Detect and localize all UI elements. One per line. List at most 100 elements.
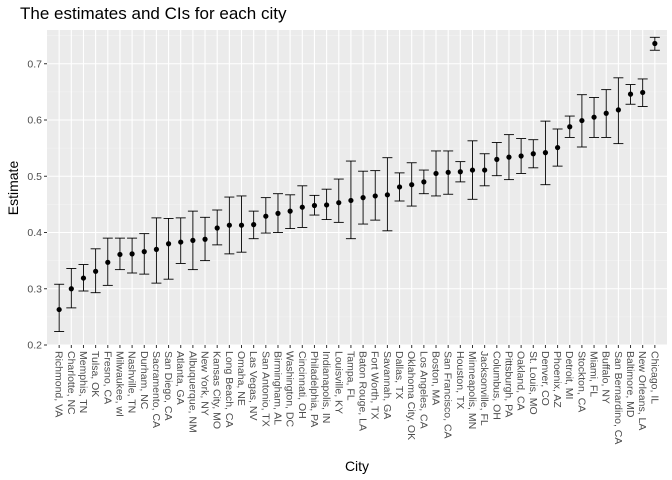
plot-panel [47, 30, 667, 345]
x-tick-label: Birmingham, AL [271, 351, 283, 425]
estimate-point [494, 156, 500, 162]
x-tick-label: Buffalo, NY [600, 351, 612, 404]
estimate-point [396, 184, 403, 190]
x-tick-label: Albuquerque, NM [186, 351, 198, 433]
estimate-point [652, 40, 658, 47]
estimate-point [311, 202, 318, 209]
x-tick-label: Stockton, CA [575, 351, 587, 412]
estimate-point [299, 204, 305, 210]
x-tick-label: Charlotte, NC [65, 351, 77, 415]
estimate-point [469, 167, 476, 173]
estimate-point [542, 150, 549, 156]
estimate-point [640, 89, 646, 96]
estimate-point [554, 144, 561, 151]
estimate-point [251, 222, 257, 228]
estimate-point [56, 306, 62, 313]
estimate-point [384, 192, 390, 198]
x-tick-label: St. Louis, MO [527, 351, 539, 415]
y-tick-label: 0.2 [27, 340, 42, 352]
x-tick-label: Dallas, TX [393, 351, 405, 399]
estimate-point [482, 167, 488, 173]
y-axis-title: Estimate [5, 161, 21, 216]
estimate-point [591, 114, 597, 120]
x-tick-label: Long Beach, CA [223, 351, 235, 427]
estimate-point [579, 117, 585, 124]
x-tick-label: Boston, MA [430, 351, 442, 405]
x-tick-label: Indianapolis, IN [320, 351, 332, 423]
estimate-point [506, 154, 512, 160]
estimate-point [93, 268, 99, 274]
estimate-point [165, 241, 172, 247]
estimate-point [360, 195, 366, 201]
x-tick-label: Fresno, CA [101, 351, 113, 404]
y-axis: 0.2 0.3 0.4 0.5 0.6 0.7 [27, 58, 47, 352]
x-tick-label: Oakland, CA [515, 351, 527, 411]
x-tick-label: Savannah, GA [381, 351, 393, 419]
x-tick-label: Cincinnati, OH [296, 351, 308, 419]
data-marks [54, 36, 660, 332]
x-tick-label: Washington, DC [284, 351, 296, 427]
x-tick-label: Miami, FL [588, 351, 600, 397]
estimate-point [226, 222, 232, 228]
x-tick-label: San Diego, CA [162, 351, 174, 420]
estimate-point [275, 210, 281, 216]
estimate-point [603, 110, 609, 116]
estimate-point [445, 169, 451, 175]
estimate-point [214, 225, 220, 231]
y-tick-label: 0.4 [27, 227, 42, 239]
estimate-point [68, 286, 74, 292]
x-tick-label: Columbus, OH [490, 351, 502, 420]
x-tick-label: Oklahoma City, OK [405, 351, 417, 440]
estimate-point [518, 153, 524, 159]
x-tick-label: Baton Rouge, LA [357, 351, 369, 431]
estimate-point [287, 208, 293, 214]
y-tick-label: 0.3 [27, 283, 42, 295]
x-tick-label: Omaha, NE [235, 351, 247, 406]
x-tick-label: Las Vegas, NV [247, 351, 259, 420]
estimate-point [129, 251, 135, 257]
x-tick-label: Pittsburgh, PA [502, 351, 514, 417]
estimate-point [263, 213, 269, 219]
estimate-point [202, 236, 208, 242]
x-tick-label: Memphis, TN [77, 351, 89, 413]
x-tick-label: Houston, TX [454, 351, 466, 409]
estimate-point [178, 239, 184, 245]
x-tick-label: Baltimore, MD [624, 351, 636, 418]
x-tick-label: San Antonio, TX [259, 351, 271, 427]
x-tick-label: Denver, CO [539, 351, 551, 406]
x-tick-label: Tampa, FL [344, 351, 356, 401]
x-tick-label: Fort Worth, TX [369, 351, 381, 419]
chart-title: The estimates and CIs for each city [20, 4, 287, 23]
grid-lines [47, 30, 667, 346]
estimate-point [141, 249, 147, 255]
estimate-point [627, 91, 634, 97]
x-tick-label: Tulsa, OK [89, 351, 101, 397]
x-tick-label: Kansas City, MO [211, 351, 223, 429]
x-tick-label: Minneapolis, MN [466, 351, 478, 429]
x-axis-title: City [345, 458, 369, 474]
x-tick-label: Milwaukee, wI [113, 351, 125, 417]
x-tick-label: New Orleans, LA [636, 351, 648, 430]
estimate-point [324, 202, 330, 208]
estimate-point [433, 170, 439, 177]
x-tick-label: Chicago, IL [648, 351, 660, 404]
estimate-point [348, 197, 354, 204]
x-axis: Richmond, VA Charlotte, NC Memphis, TN Tuls… [53, 345, 660, 444]
estimate-point [336, 200, 342, 206]
x-tick-label: Los Angeles, CA [417, 351, 429, 429]
x-tick-label: San Bernardino, CA [612, 351, 624, 444]
estimate-point [80, 275, 87, 281]
x-tick-label: Nashville, TN [126, 351, 138, 413]
x-tick-label: Philadelphia, PA [308, 351, 320, 427]
x-tick-label: Detroit, MI [563, 351, 575, 399]
x-tick-label: San Francisco, CA [442, 351, 454, 439]
estimate-point [105, 259, 111, 265]
x-tick-label: Durham, NC [138, 351, 150, 410]
y-tick-label: 0.6 [27, 115, 42, 127]
x-tick-label: Richmond, VA [53, 351, 65, 417]
estimate-point [409, 182, 415, 188]
estimate-point [238, 222, 245, 228]
estimate-point [372, 193, 378, 199]
x-tick-label: Sacramento, CA [150, 351, 162, 428]
